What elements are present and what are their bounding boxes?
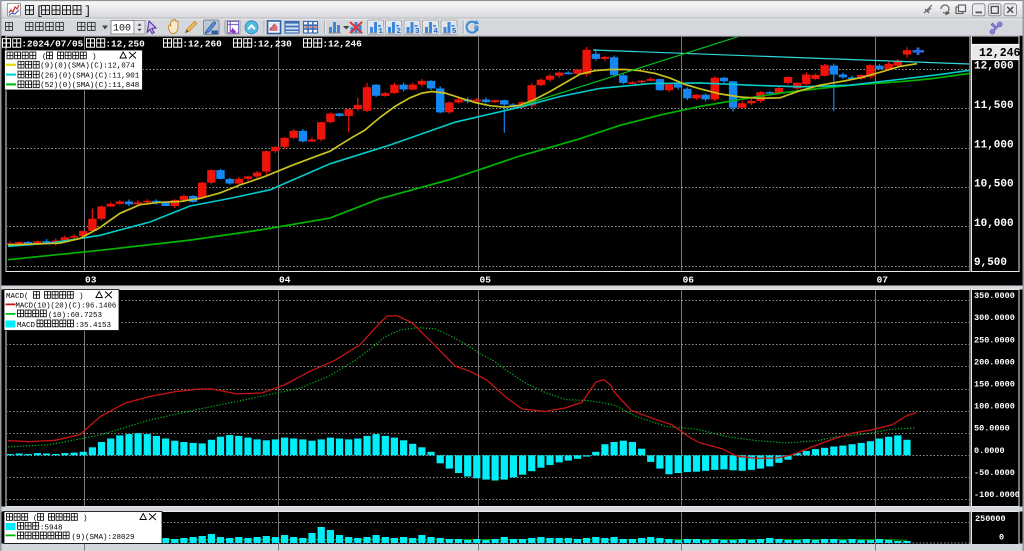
svg-text:): ) <box>79 293 84 301</box>
svg-text:10,000: 10,000 <box>974 218 1014 230</box>
svg-text:(9)(0)(SMA)(C):12,074: (9)(0)(SMA)(C):12,074 <box>40 63 135 71</box>
svg-text:100.0000: 100.0000 <box>974 402 1015 412</box>
svg-text::2024/07/05: :2024/07/05 <box>21 39 83 50</box>
svg-text:07: 07 <box>877 275 889 286</box>
svg-text:350.0000: 350.0000 <box>974 291 1015 301</box>
svg-text:R: R <box>474 25 479 34</box>
svg-text:10,500: 10,500 <box>974 179 1014 191</box>
svg-text:300.0000: 300.0000 <box>974 313 1015 323</box>
svg-text::12,246: :12,246 <box>322 39 362 50</box>
svg-text::12,250: :12,250 <box>105 39 145 50</box>
svg-text:-50.0000: -50.0000 <box>974 468 1015 478</box>
svg-text:06: 06 <box>683 275 695 286</box>
svg-text:12,246: 12,246 <box>979 47 1021 60</box>
svg-text:9,500: 9,500 <box>974 257 1007 269</box>
svg-text:): ) <box>92 54 97 62</box>
svg-text:200.0000: 200.0000 <box>974 357 1015 367</box>
svg-text:]: ] <box>84 5 91 19</box>
svg-text:4: 4 <box>434 28 439 36</box>
svg-text:(: ( <box>33 515 38 523</box>
svg-text:2: 2 <box>397 28 402 36</box>
svg-text:150.0000: 150.0000 <box>974 380 1015 390</box>
svg-text:12,000: 12,000 <box>974 61 1014 73</box>
svg-text:): ) <box>83 515 88 523</box>
svg-text:0: 0 <box>999 533 1004 543</box>
svg-text:100: 100 <box>113 24 131 35</box>
svg-text:(9)(SMA):28029: (9)(SMA):28029 <box>72 534 135 542</box>
svg-text:0.0000: 0.0000 <box>974 446 1005 456</box>
svg-text:5: 5 <box>452 28 457 36</box>
svg-text:05: 05 <box>480 275 492 286</box>
svg-text::5948: :5948 <box>40 525 63 533</box>
svg-text:11,000: 11,000 <box>974 139 1014 151</box>
svg-text::35.4153: :35.4153 <box>75 322 112 330</box>
svg-text:250000: 250000 <box>975 514 1006 524</box>
svg-text:03: 03 <box>85 275 97 286</box>
svg-text:1: 1 <box>379 28 384 36</box>
svg-text:50.0000: 50.0000 <box>974 424 1010 434</box>
svg-text:250.0000: 250.0000 <box>974 335 1015 345</box>
svg-text:-100.0000: -100.0000 <box>974 490 1020 500</box>
svg-text:(52)(0)(SMA)(C):11,848: (52)(0)(SMA)(C):11,848 <box>40 82 139 90</box>
svg-text:11,500: 11,500 <box>974 100 1014 112</box>
svg-text:(26)(0)(SMA)(C):11,901: (26)(0)(SMA)(C):11,901 <box>40 72 140 80</box>
svg-text:MACD: MACD <box>17 322 36 330</box>
svg-text:MACD(10)(20)(C):96.1406: MACD(10)(20)(C):96.1406 <box>16 303 117 311</box>
svg-text:(10):60.7253: (10):60.7253 <box>48 312 103 320</box>
svg-text:3: 3 <box>415 28 420 36</box>
svg-text:[: [ <box>36 5 43 19</box>
svg-text:(: ( <box>42 54 47 62</box>
svg-text::12,260: :12,260 <box>182 39 222 50</box>
svg-text:04: 04 <box>279 275 291 286</box>
svg-text::12,230: :12,230 <box>252 39 292 50</box>
svg-text:MACD(: MACD( <box>6 293 29 301</box>
